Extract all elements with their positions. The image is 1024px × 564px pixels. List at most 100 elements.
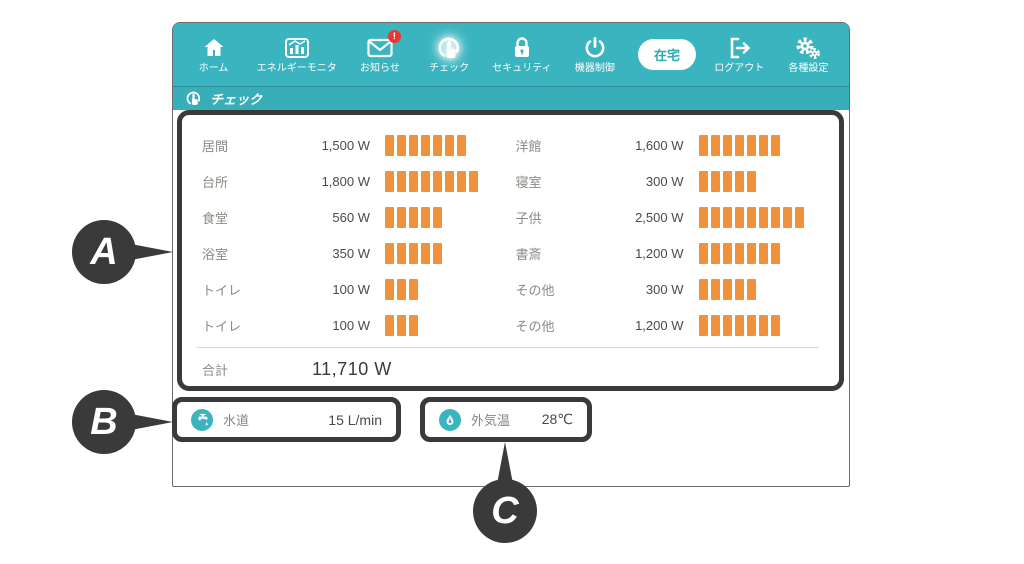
- top-navigation: ホーム エネルギーモニタ ! お知: [173, 23, 849, 86]
- callout-a-pointer: [131, 244, 173, 260]
- power-row: 台所 1,800 W: [202, 163, 516, 199]
- power-bar: [698, 314, 708, 336]
- nav-item-device-control[interactable]: 機器制御: [569, 35, 621, 74]
- power-value: 560 W: [332, 209, 370, 225]
- callout-c-pointer: [497, 442, 513, 484]
- outside-temp-label: 外気温: [471, 413, 511, 428]
- power-bar: [782, 206, 792, 228]
- nav-item-label: ログアウト: [714, 63, 765, 74]
- power-bar: [409, 242, 418, 264]
- power-row: その他 1,200 W: [516, 307, 830, 343]
- room-label: トイレ: [202, 318, 242, 334]
- lock-icon: [512, 35, 532, 61]
- power-bar: [445, 134, 454, 156]
- power-bar: [385, 278, 394, 300]
- power-bar: [397, 170, 406, 192]
- power-bar: [722, 206, 732, 228]
- nav-item-label: お知らせ: [360, 63, 400, 74]
- power-bar: [722, 314, 732, 336]
- power-bar: [710, 170, 720, 192]
- total-divider: [196, 347, 819, 348]
- page-header: チェック: [173, 86, 849, 110]
- power-bar: [758, 134, 768, 156]
- total-label: 合計: [202, 362, 229, 378]
- callout-b-pointer: [131, 414, 173, 430]
- app-frame: ホーム エネルギーモニタ ! お知: [172, 22, 850, 487]
- power-bar: [433, 242, 442, 264]
- notification-badge: !: [387, 30, 401, 43]
- total-value: 11,710 W: [312, 358, 392, 379]
- power-bar: [445, 170, 454, 192]
- power-value: 1,800 W: [321, 173, 370, 189]
- power-bar: [385, 134, 394, 156]
- power-bars: [385, 206, 442, 228]
- check-touch-icon: [436, 35, 462, 61]
- power-bar: [758, 314, 768, 336]
- nav-item-label: チェック: [429, 63, 470, 74]
- nav-item-check[interactable]: チェック: [423, 35, 475, 74]
- power-bar: [409, 278, 418, 300]
- power-bar: [397, 242, 406, 264]
- power-value: 350 W: [332, 245, 370, 261]
- nav-item-notifications[interactable]: ! お知らせ: [354, 30, 406, 74]
- outside-temp-panel: 外気温 28℃: [420, 397, 592, 442]
- power-row: 寝室 300 W: [516, 163, 830, 199]
- power-bar: [710, 314, 720, 336]
- room-label: トイレ: [202, 282, 242, 298]
- power-bar: [770, 134, 780, 156]
- power-icon: [583, 35, 607, 61]
- power-bar: [746, 134, 756, 156]
- nav-item-security[interactable]: セキュリティ: [492, 35, 552, 74]
- power-bars: [385, 278, 418, 300]
- page-title: チェック: [210, 92, 263, 107]
- nav-item-home[interactable]: ホーム: [188, 35, 240, 74]
- nav-item-label: セキュリティ: [492, 63, 552, 74]
- power-bar: [746, 206, 756, 228]
- nav-item-label: 各種設定: [788, 63, 829, 74]
- mail-icon: !: [367, 30, 401, 61]
- energy-monitor-icon: [284, 35, 310, 61]
- power-column-left: 居間 1,500 W 台所 1,800 W 食堂 560 W 浴室 350 W …: [202, 127, 516, 343]
- power-bar: [421, 206, 430, 228]
- power-bar: [433, 134, 442, 156]
- power-bar: [734, 314, 744, 336]
- power-row: その他 300 W: [516, 271, 830, 307]
- room-label: 書斎: [515, 246, 542, 262]
- power-bar: [397, 134, 406, 156]
- nav-item-energy-monitor[interactable]: エネルギーモニタ: [257, 35, 337, 74]
- water-panel: 水道 15 L/min: [172, 397, 401, 442]
- power-value: 300 W: [645, 281, 684, 297]
- power-row: 洋館 1,600 W: [516, 127, 830, 163]
- power-bar: [698, 278, 708, 300]
- power-row: 食堂 560 W: [202, 199, 516, 235]
- power-bar: [409, 170, 418, 192]
- total-row: 合計 11,710 W: [202, 348, 829, 390]
- power-bars: [698, 206, 804, 228]
- power-bar: [409, 206, 418, 228]
- nav-item-settings[interactable]: 各種設定: [782, 35, 834, 74]
- room-label: その他: [515, 318, 555, 334]
- power-bar: [770, 206, 780, 228]
- home-icon: [202, 35, 226, 61]
- power-bar: [794, 206, 804, 228]
- power-row: トイレ 100 W: [202, 307, 516, 343]
- nav-item-logout[interactable]: ログアウト: [713, 35, 765, 74]
- power-bars: [698, 134, 780, 156]
- power-bars: [385, 314, 418, 336]
- power-bar: [421, 170, 430, 192]
- thermometer-icon: [439, 408, 461, 431]
- power-usage-panel: 居間 1,500 W 台所 1,800 W 食堂 560 W 浴室 350 W …: [177, 110, 844, 391]
- power-bars: [698, 314, 780, 336]
- presence-status-pill[interactable]: 在宅: [638, 39, 697, 70]
- power-column-right: 洋館 1,600 W 寝室 300 W 子供 2,500 W 書斎 1,200 …: [516, 127, 830, 343]
- room-label: 浴室: [202, 246, 229, 262]
- power-bar: [746, 314, 756, 336]
- power-bar: [734, 242, 744, 264]
- power-value: 300 W: [645, 173, 684, 189]
- callout-a: A: [72, 220, 136, 284]
- power-bar: [457, 134, 466, 156]
- power-bar: [698, 206, 708, 228]
- power-bar: [770, 242, 780, 264]
- power-bar: [734, 278, 744, 300]
- power-bar: [397, 206, 406, 228]
